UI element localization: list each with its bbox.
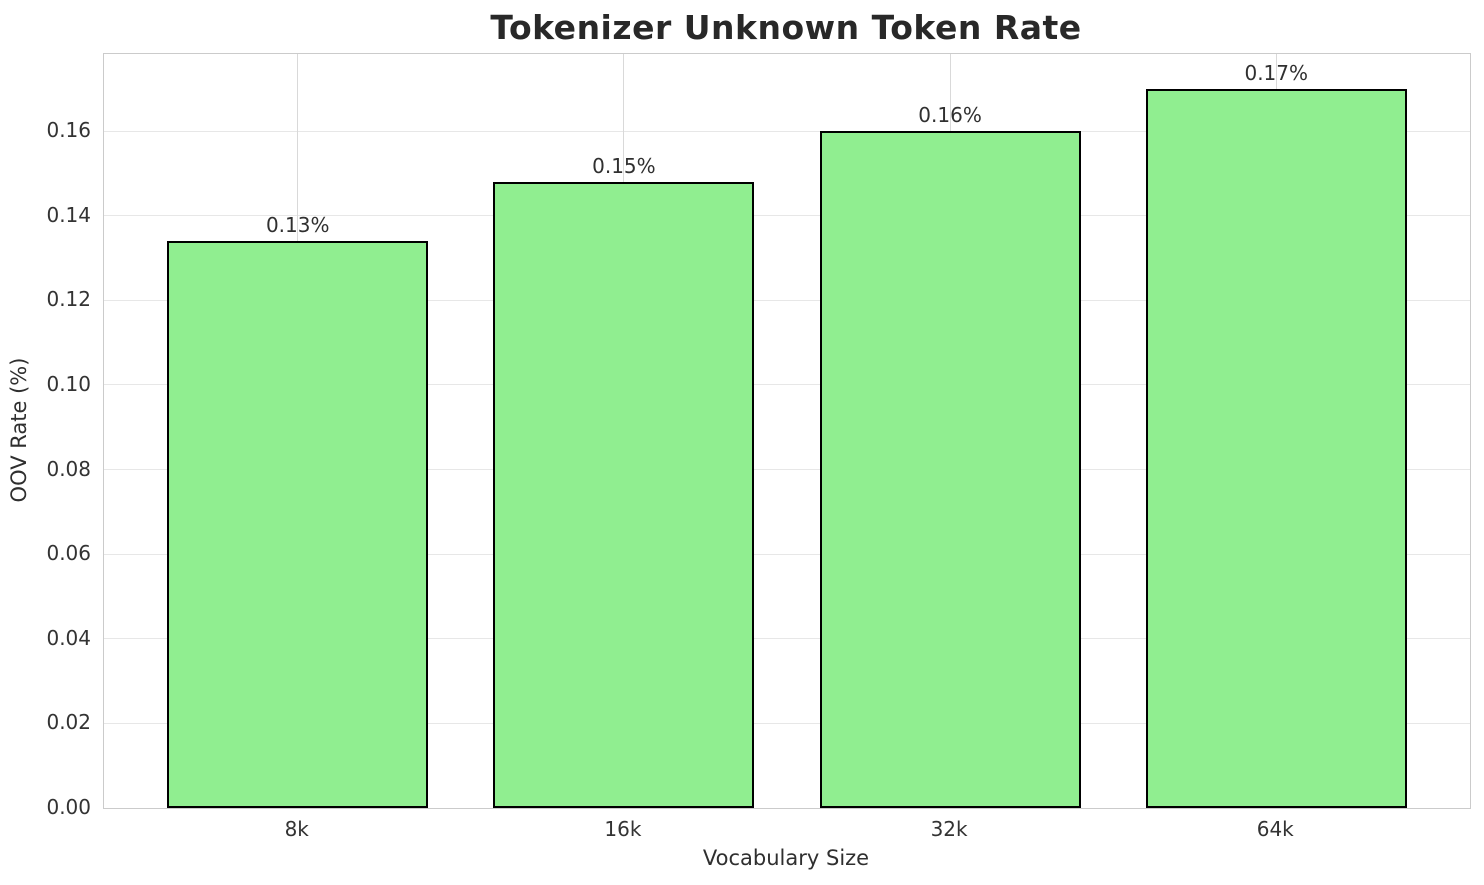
h-gridline [104,384,1470,386]
h-gridline [104,130,1470,132]
x-tick-label: 32k [930,817,968,841]
h-gridline [104,215,1470,217]
y-tick-label: 0.08 [46,456,91,481]
h-gridline [104,638,1470,640]
bar [493,181,755,808]
bar-value-label: 0.13% [265,213,330,238]
y-tick-label: 0.02 [46,710,91,735]
h-gridline [104,553,1470,555]
h-gridline [104,722,1470,724]
bar-value-label: 0.15% [592,153,656,178]
y-tick-label: 0.14 [46,202,91,227]
bar-value-label: 0.16% [918,103,982,127]
y-tick-label: 0.12 [46,287,91,312]
x-axis-label: Vocabulary Size [702,846,870,870]
bar [167,241,429,808]
x-tick-label: 8k [284,817,309,841]
bar [819,131,1081,808]
y-tick-label: 0.00 [46,795,91,819]
y-tick-label: 0.06 [46,541,91,566]
bar-value-label: 0.17% [1244,60,1309,85]
y-tick-label: 0.04 [46,625,91,650]
bar [1145,88,1407,808]
x-tick-label: 64k [1256,817,1294,841]
h-gridline [104,469,1470,470]
y-tick-label: 0.16 [46,118,91,142]
plot-area: 0.13% 0.15% 0.16% 0.17% [103,53,1471,809]
chart-title: Tokenizer Unknown Token Rate [490,8,1082,47]
y-tick-label: 0.10 [46,371,91,396]
h-gridline [104,299,1470,301]
x-tick-label: 16k [604,817,642,841]
